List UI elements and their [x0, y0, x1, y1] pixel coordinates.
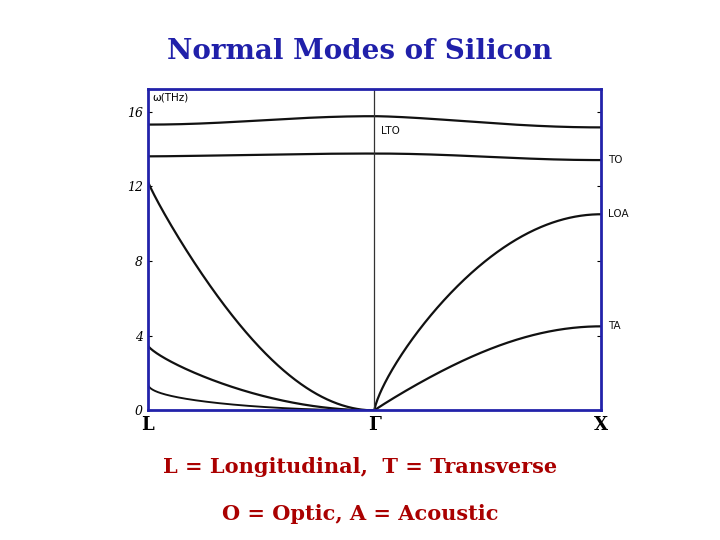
Text: LOA: LOA — [608, 210, 629, 219]
Text: O = Optic, A = Acoustic: O = Optic, A = Acoustic — [222, 504, 498, 524]
Text: L = Longitudinal,  T = Transverse: L = Longitudinal, T = Transverse — [163, 457, 557, 477]
Text: TA: TA — [608, 321, 621, 332]
Text: LTO: LTO — [381, 126, 400, 136]
Text: ω(THz): ω(THz) — [152, 92, 189, 102]
Text: TO: TO — [608, 155, 623, 165]
Text: Normal Modes of Silicon: Normal Modes of Silicon — [167, 38, 553, 65]
